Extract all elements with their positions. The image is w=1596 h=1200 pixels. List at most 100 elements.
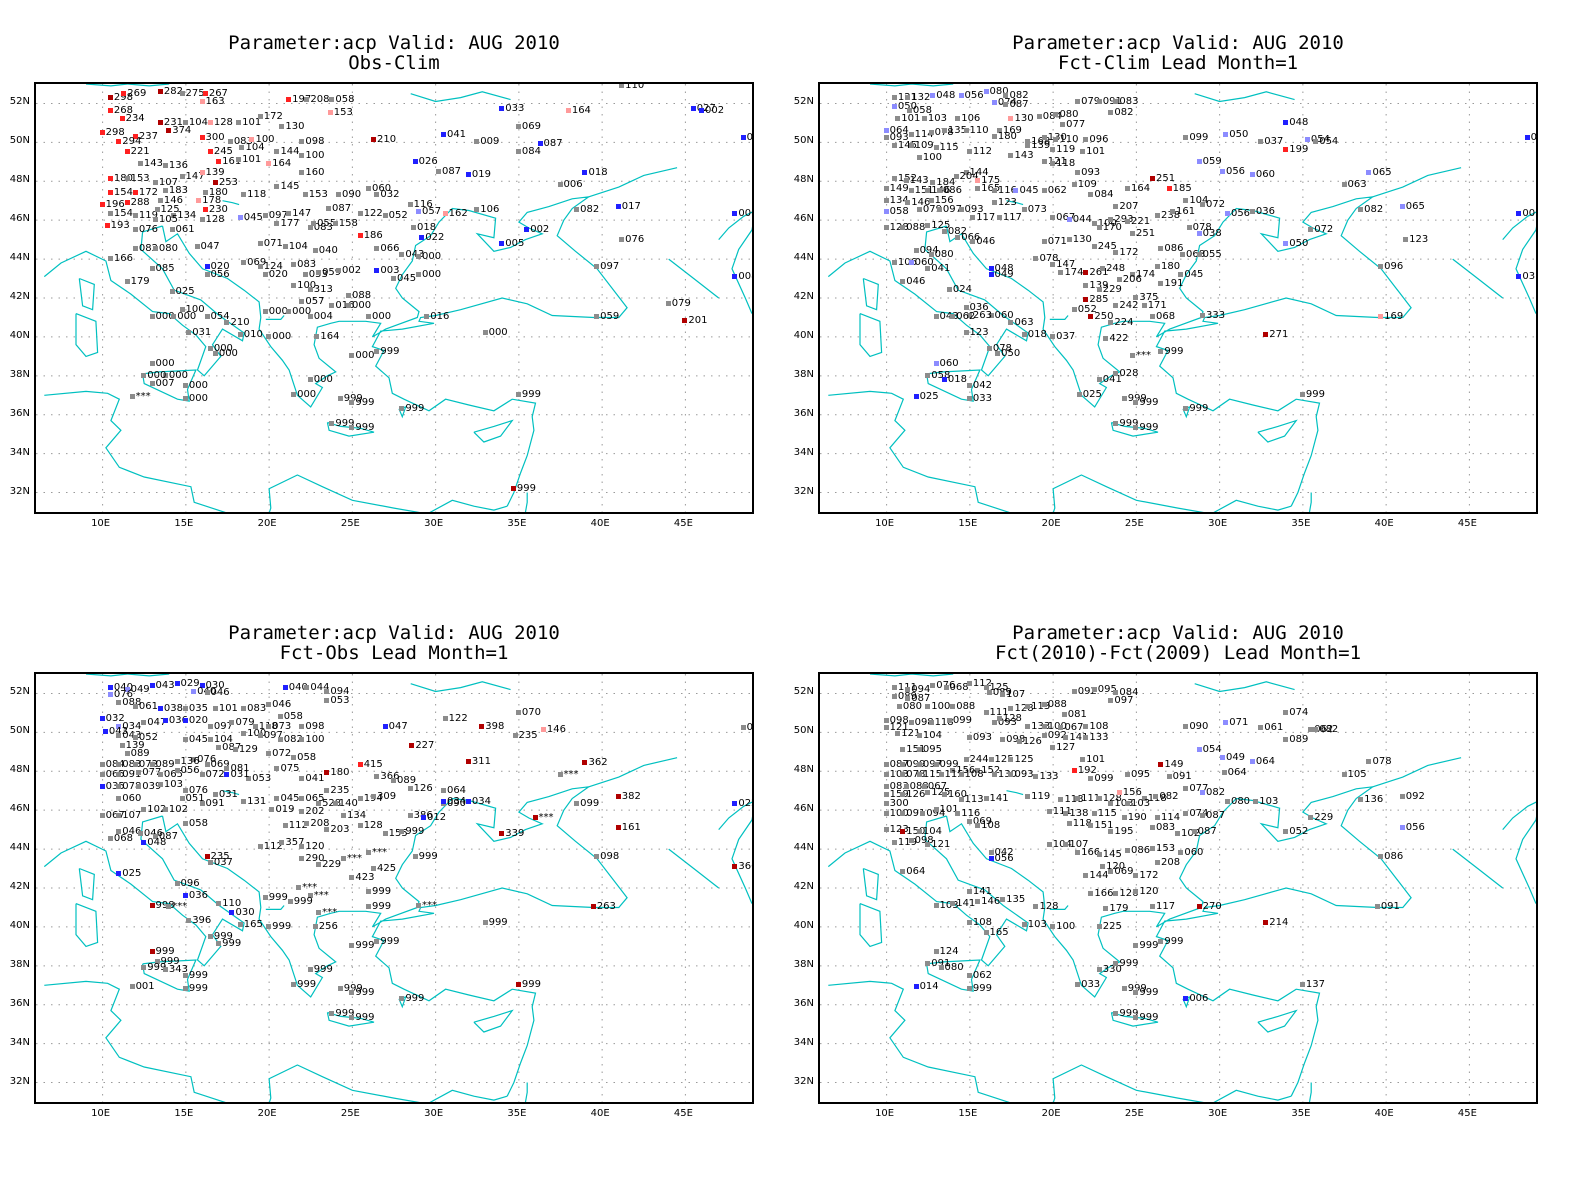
station-marker: 210 bbox=[371, 135, 396, 145]
station-value: 100 bbox=[255, 134, 275, 146]
station-marker: 049 bbox=[1219, 752, 1245, 763]
station-marker: 998 bbox=[149, 900, 175, 911]
station-square bbox=[1221, 770, 1227, 776]
station-square bbox=[299, 855, 305, 861]
station-marker: 001 bbox=[1516, 209, 1536, 219]
lat-tick-label: 38N bbox=[793, 958, 814, 970]
station-square bbox=[941, 376, 947, 382]
lon-tick-label: 30E bbox=[424, 1108, 444, 1119]
station-value: 086 bbox=[1131, 845, 1151, 857]
station-square bbox=[371, 865, 377, 871]
coastline bbox=[1049, 905, 1069, 910]
station-marker: 133 bbox=[1025, 721, 1050, 732]
station-square bbox=[237, 215, 243, 221]
station-value: 034 bbox=[122, 720, 142, 732]
station-square bbox=[119, 742, 125, 748]
station-value: *** bbox=[1136, 350, 1152, 362]
station-square bbox=[1113, 421, 1119, 427]
station-value: 056 bbox=[1230, 208, 1251, 220]
station-square bbox=[950, 768, 956, 774]
station-square bbox=[1378, 853, 1384, 859]
station-value: 282 bbox=[163, 85, 183, 97]
station-square bbox=[594, 314, 600, 320]
station-value: 060 bbox=[939, 358, 959, 370]
station-square bbox=[1121, 814, 1127, 820]
station-marker: 111 bbox=[983, 707, 1009, 718]
station-value: 147 bbox=[185, 171, 205, 183]
station-square bbox=[1141, 302, 1147, 308]
station-value: 059 bbox=[600, 311, 620, 323]
station-square bbox=[1113, 1011, 1119, 1017]
station-marker: *** bbox=[1130, 351, 1151, 361]
station-square bbox=[374, 267, 380, 273]
station-square bbox=[1025, 723, 1031, 729]
station-square bbox=[99, 762, 105, 768]
station-square bbox=[1155, 814, 1161, 820]
panel-title: Parameter:acp Valid: AUG 2010 bbox=[228, 32, 560, 54]
station-square bbox=[169, 226, 175, 232]
station-value: 119 bbox=[1056, 144, 1076, 156]
station-square bbox=[299, 170, 305, 176]
station-square bbox=[1050, 215, 1056, 221]
station-value: 129 bbox=[238, 743, 258, 755]
station-value: 999 bbox=[297, 979, 317, 991]
station-marker: 083 bbox=[227, 137, 253, 147]
station-value: 009 bbox=[480, 136, 500, 148]
station-square bbox=[202, 90, 208, 96]
station-square bbox=[925, 372, 931, 378]
station-marker: 086 bbox=[1378, 851, 1403, 862]
station-marker: 103 bbox=[1021, 919, 1047, 930]
station-square bbox=[1071, 688, 1077, 694]
station-value: 082 bbox=[580, 204, 600, 216]
station-marker: 083 bbox=[116, 760, 141, 770]
station-value: 170 bbox=[1102, 221, 1122, 233]
station-marker: 103 bbox=[1125, 799, 1150, 809]
station-value: 192 bbox=[1077, 765, 1097, 777]
station-value: 078 bbox=[1192, 221, 1212, 233]
station-value: 128 bbox=[889, 221, 909, 233]
station-value: 101 bbox=[242, 116, 262, 128]
station-square bbox=[182, 787, 188, 793]
station-square bbox=[124, 279, 130, 285]
station-marker: 123 bbox=[883, 824, 909, 835]
station-value: 074 bbox=[1289, 706, 1309, 718]
station-value: 118 bbox=[247, 188, 267, 200]
station-marker: 174 bbox=[1058, 267, 1084, 278]
station-marker: 060 bbox=[1178, 847, 1203, 858]
station-value: 120 bbox=[1106, 860, 1126, 872]
station-square bbox=[921, 783, 927, 789]
station-marker: 072 bbox=[199, 770, 225, 780]
station-value: 290 bbox=[305, 852, 325, 864]
station-value: 333 bbox=[1205, 309, 1226, 321]
coastline bbox=[265, 905, 285, 910]
station-marker: 152 bbox=[975, 766, 1000, 776]
station-marker: 121 bbox=[925, 840, 950, 850]
station-square bbox=[291, 754, 297, 760]
lat-tick-label: 36N bbox=[9, 997, 30, 1009]
station-square bbox=[988, 756, 994, 762]
station-square bbox=[324, 787, 330, 793]
station-marker: 999 bbox=[307, 964, 333, 975]
station-square bbox=[905, 696, 911, 702]
station-marker: 294 bbox=[116, 137, 141, 147]
station-value: 018 bbox=[588, 167, 608, 179]
station-square bbox=[399, 995, 405, 1001]
station-marker: 082 bbox=[574, 205, 599, 215]
station-square bbox=[732, 863, 738, 869]
station-square bbox=[958, 772, 964, 778]
station-marker: 999 bbox=[337, 984, 363, 994]
station-marker: 145 bbox=[1096, 849, 1122, 860]
station-value: 104 bbox=[1189, 194, 1209, 206]
station-value: 197 bbox=[292, 93, 312, 105]
station-square bbox=[324, 698, 330, 704]
station-marker: 151 bbox=[908, 186, 934, 196]
station-marker: 293 bbox=[1108, 215, 1133, 225]
station-square bbox=[107, 692, 113, 698]
station-marker: 146 bbox=[157, 195, 183, 206]
station-marker: 300 bbox=[199, 133, 225, 143]
station-value: 131 bbox=[247, 796, 267, 808]
station-value: 267 bbox=[208, 87, 228, 99]
lon-tick-label: 10E bbox=[91, 518, 111, 529]
station-marker: 010 bbox=[237, 329, 263, 340]
map-frame: 1211320480560800820740870500581011031061… bbox=[818, 82, 1538, 514]
